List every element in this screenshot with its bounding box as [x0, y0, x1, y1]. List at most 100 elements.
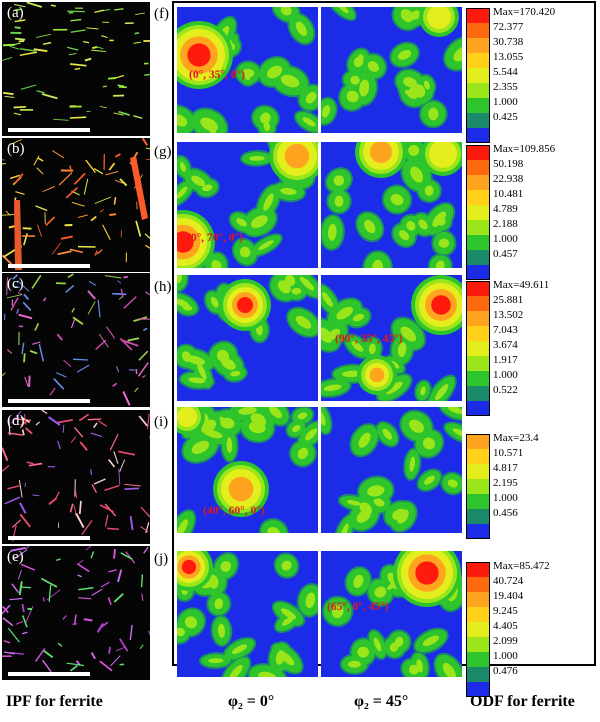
- legend-label: 1.000: [493, 492, 518, 504]
- legend-swatch: [466, 281, 490, 296]
- odf-row-letter: (j): [154, 551, 169, 567]
- orientation-annotation: (0°, 70°, 0°): [187, 232, 243, 244]
- ipf-map-image: [2, 2, 150, 121]
- odf-row-letter: (f): [154, 6, 169, 22]
- legend-swatch: [466, 682, 490, 697]
- legend-label: 2.188: [493, 218, 518, 230]
- ipf-panel-a: (a): [2, 2, 150, 136]
- ipf-panel-c: (c): [2, 273, 150, 407]
- odf-contour-map: [321, 142, 462, 268]
- scale-bar: [8, 399, 90, 403]
- ipf-panel-b: (b): [2, 138, 150, 272]
- orientation-annotation: (40°, 60°, 0°): [203, 505, 265, 517]
- legend-swatch: [466, 160, 490, 175]
- scale-bar: [8, 672, 90, 676]
- legend-swatch: [466, 235, 490, 250]
- legend-swatch: [466, 434, 490, 449]
- ipf-panel-letter: (d): [7, 413, 25, 429]
- odf-map-i-phi2-0: (40°, 60°, 0°): [177, 407, 318, 533]
- odf-contour-map: [177, 7, 318, 133]
- legend-label: 2.355: [493, 81, 518, 93]
- ipf-map-image: [2, 138, 150, 270]
- scale-bar: [8, 128, 90, 132]
- legend-swatch: [466, 464, 490, 479]
- legend-swatch: [466, 652, 490, 667]
- odf-row-letter: (h): [154, 279, 172, 295]
- legend-swatch: [466, 311, 490, 326]
- legend-label: 4.817: [493, 462, 518, 474]
- ipf-panel-letter: (e): [7, 549, 24, 565]
- scale-bar: [8, 264, 90, 268]
- legend-swatch: [466, 509, 490, 524]
- ipf-map-image: [2, 410, 150, 542]
- legend-swatch: [466, 562, 490, 577]
- legend-label: 10.571: [493, 447, 524, 459]
- legend-label: 5.544: [493, 66, 518, 78]
- legend-swatch: [466, 577, 490, 592]
- legend-label: 1.000: [493, 650, 518, 662]
- legend-swatch: [466, 326, 490, 341]
- legend-label: Max=170.420: [493, 6, 556, 18]
- legend-label: 1.000: [493, 369, 518, 381]
- odf-map-g-phi2-0: (0°, 70°, 0°): [177, 142, 318, 268]
- legend-swatch: [466, 190, 490, 205]
- legend-label: 25.881: [493, 294, 524, 306]
- odf-map-f-phi2-45: [321, 7, 462, 133]
- phi2-45-caption: φ₂ = 45°: [354, 693, 409, 710]
- legend-swatch: [466, 205, 490, 220]
- legend-label: 22.938: [493, 173, 524, 185]
- odf-map-h-phi2-0: [177, 275, 318, 401]
- ipf-map-image: [2, 546, 150, 673]
- legend-swatch: [466, 341, 490, 356]
- legend-swatch: [466, 145, 490, 160]
- legend-swatch: [466, 83, 490, 98]
- legend-swatch: [466, 296, 490, 311]
- odf-caption: ODF for ferrite: [470, 693, 575, 710]
- legend-swatch: [466, 23, 490, 38]
- legend-swatch: [466, 386, 490, 401]
- legend-label: 3.674: [493, 339, 518, 351]
- orientation-annotation: (0°, 35°, 0°): [189, 69, 245, 81]
- legend-label: 0.425: [493, 111, 518, 123]
- legend-label: 1.000: [493, 96, 518, 108]
- legend-label: 13.055: [493, 51, 524, 63]
- legend-swatch: [466, 479, 490, 494]
- odf-map-j-phi2-45: (65°, 0°, 45°): [321, 551, 462, 677]
- odf-contour-map: [177, 551, 318, 677]
- legend-swatch: [466, 607, 490, 622]
- legend-swatch: [466, 53, 490, 68]
- ipf-panel-letter: (c): [7, 276, 24, 292]
- odf-contour-map: [177, 275, 318, 401]
- odf-row-letter: (i): [154, 414, 169, 430]
- legend-label: 13.502: [493, 309, 524, 321]
- legend-swatch: [466, 113, 490, 128]
- odf-map-j-phi2-0: [177, 551, 318, 677]
- ipf-panel-e: (e): [2, 546, 150, 680]
- legend-swatch: [466, 265, 490, 280]
- legend-label: 0.457: [493, 248, 518, 260]
- legend-label: Max=23.4: [493, 432, 539, 444]
- ipf-panel-d: (d): [2, 410, 150, 544]
- legend-label: 0.456: [493, 507, 518, 519]
- legend-swatch: [466, 401, 490, 416]
- legend-label: 2.099: [493, 635, 518, 647]
- legend-label: 1.917: [493, 354, 518, 366]
- legend-swatch: [466, 524, 490, 539]
- legend-swatch: [466, 667, 490, 682]
- legend-label: 30.738: [493, 36, 524, 48]
- legend-swatch: [466, 622, 490, 637]
- legend-swatch: [466, 38, 490, 53]
- legend-swatch: [466, 494, 490, 509]
- scale-bar: [8, 536, 90, 540]
- legend-label: 9.245: [493, 605, 518, 617]
- legend-swatch: [466, 8, 490, 23]
- odf-contour-map: [321, 275, 462, 401]
- legend-swatch: [466, 371, 490, 386]
- ipf-map-image: [2, 273, 150, 406]
- legend-label: 19.404: [493, 590, 524, 602]
- legend-label: 4.789: [493, 203, 518, 215]
- legend-swatch: [466, 592, 490, 607]
- legend-swatch: [466, 175, 490, 190]
- legend-label: 10.481: [493, 188, 524, 200]
- legend-label: Max=85.472: [493, 560, 550, 572]
